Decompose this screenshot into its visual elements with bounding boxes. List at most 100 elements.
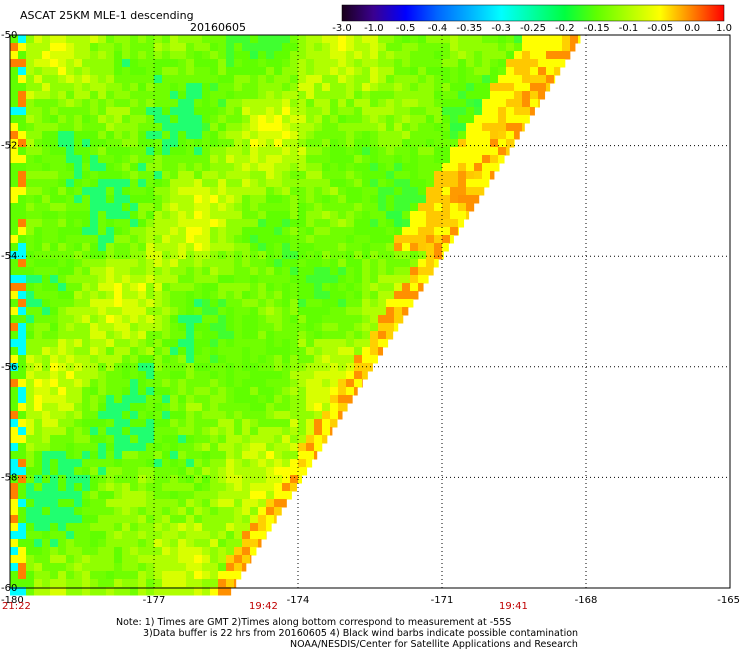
swath-cell xyxy=(138,355,147,364)
swath-cell xyxy=(202,227,211,236)
swath-cell xyxy=(210,491,219,500)
swath-cell xyxy=(498,35,507,44)
swath-cell xyxy=(146,435,155,444)
swath-cell xyxy=(58,259,67,268)
swath-cell xyxy=(186,235,195,244)
swath-cell xyxy=(130,195,139,204)
swath-cell xyxy=(226,195,235,204)
swath-cell xyxy=(362,323,371,332)
swath-cell xyxy=(250,411,259,420)
swath-cell xyxy=(122,131,131,140)
swath-cell xyxy=(266,131,275,140)
swath-cell xyxy=(218,235,227,244)
swath-cell xyxy=(98,451,107,460)
swath-cell xyxy=(18,547,27,556)
swath-cell xyxy=(202,219,211,228)
swath-cell xyxy=(346,75,355,84)
swath-cell xyxy=(410,179,419,188)
swath-cell xyxy=(298,339,307,348)
swath-cell xyxy=(66,51,75,60)
swath-cell xyxy=(226,67,235,76)
swath-cell xyxy=(154,331,163,340)
swath-cell xyxy=(154,451,163,460)
swath-cell xyxy=(178,451,187,460)
swath-cell xyxy=(330,59,339,68)
swath-cell xyxy=(194,147,203,156)
swath-cell xyxy=(178,499,187,508)
swath-cell xyxy=(450,211,459,220)
swath-cell xyxy=(10,467,19,476)
swath-cell xyxy=(322,331,331,340)
swath-cell xyxy=(202,547,211,556)
swath-cell xyxy=(194,139,203,148)
swath-cell xyxy=(346,131,355,140)
swath-cell xyxy=(266,331,275,340)
swath-cell xyxy=(402,171,411,180)
swath-cell xyxy=(202,587,211,596)
swath-cell xyxy=(18,107,27,116)
swath-cell xyxy=(170,435,179,444)
swath-cell xyxy=(458,211,467,220)
swath-cell xyxy=(354,211,363,220)
swath-cell xyxy=(354,379,363,388)
swath-cell xyxy=(122,451,131,460)
latitude-label: -58 xyxy=(1,472,17,483)
swath-cell xyxy=(338,315,347,324)
swath-cell xyxy=(202,307,211,316)
swath-cell xyxy=(282,83,291,92)
swath-cell xyxy=(82,339,91,348)
swath-cell xyxy=(402,203,411,212)
swath-cell xyxy=(18,243,27,252)
swath-cell xyxy=(290,427,299,436)
swath-cell xyxy=(306,83,315,92)
swath-cell xyxy=(90,531,99,540)
swath-cell xyxy=(10,211,19,220)
swath-cell xyxy=(282,155,291,164)
swath-cell xyxy=(218,43,227,52)
swath-cell xyxy=(178,339,187,348)
swath-cell xyxy=(66,523,75,532)
swath-cell xyxy=(338,83,347,92)
swath-cell xyxy=(34,307,43,316)
swath-cell xyxy=(26,107,35,116)
swath-cell xyxy=(170,483,179,492)
swath-cell xyxy=(122,483,131,492)
swath-cell xyxy=(386,43,395,52)
swath-cell xyxy=(314,67,323,76)
swath-cell xyxy=(162,155,171,164)
swath-cell xyxy=(26,435,35,444)
swath-cell xyxy=(18,539,27,548)
swath-cell xyxy=(26,235,35,244)
swath-cell xyxy=(242,211,251,220)
swath-cell xyxy=(290,347,299,356)
swath-cell xyxy=(138,507,147,516)
swath-cell xyxy=(194,195,203,204)
swath-cell xyxy=(202,155,211,164)
swath-cell xyxy=(98,331,107,340)
swath-cell xyxy=(402,43,411,52)
swath-cell xyxy=(226,187,235,196)
swath-cell xyxy=(146,243,155,252)
swath-cell xyxy=(170,211,179,220)
swath-cell xyxy=(274,187,283,196)
swath-cell xyxy=(42,115,51,124)
swath-cell xyxy=(42,195,51,204)
swath-cell xyxy=(82,51,91,60)
swath-cell xyxy=(266,195,275,204)
swath-cell xyxy=(34,491,43,500)
swath-cell xyxy=(194,451,203,460)
swath-cell xyxy=(394,131,403,140)
swath-cell xyxy=(42,251,51,260)
swath-cell xyxy=(186,483,195,492)
swath-cell xyxy=(298,35,307,44)
swath-cell xyxy=(34,547,43,556)
swath-cell xyxy=(154,107,163,116)
swath-cell xyxy=(138,187,147,196)
swath-cell xyxy=(26,131,35,140)
swath-cell xyxy=(370,67,379,76)
swath-cell xyxy=(362,187,371,196)
swath-cell xyxy=(162,243,171,252)
swath-cell xyxy=(234,91,243,100)
swath-cell xyxy=(90,459,99,468)
swath-cell xyxy=(74,99,83,108)
